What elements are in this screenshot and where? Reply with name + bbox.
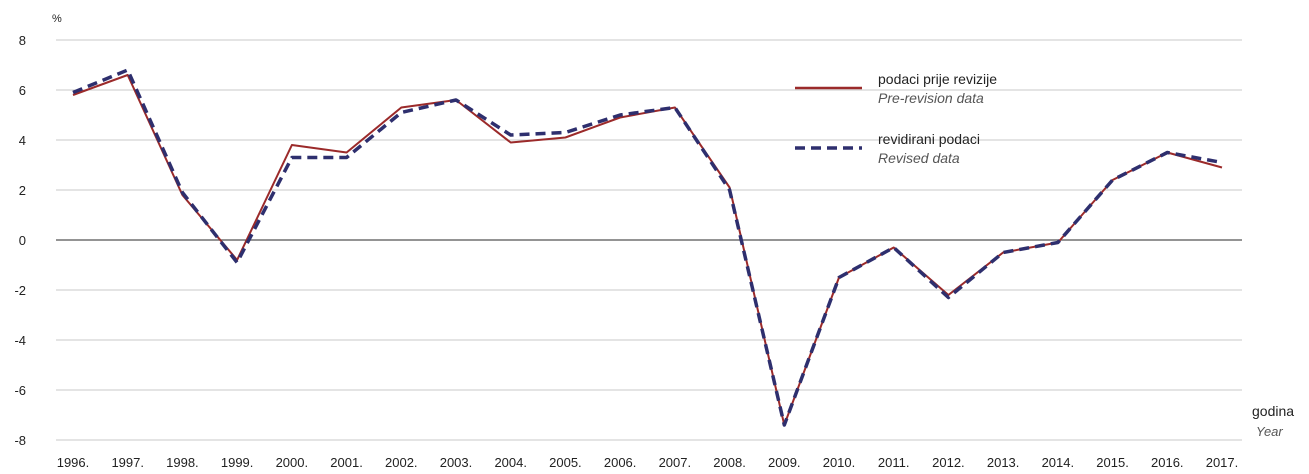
y-tick-label: 6 [19, 83, 26, 98]
y-tick-label: -8 [14, 433, 26, 448]
x-tick-label: 2013. [987, 455, 1020, 470]
x-tick-label: 2000. [276, 455, 309, 470]
legend-label-revised: revidirani podaci [878, 131, 980, 147]
x-tick-label: 2014. [1042, 455, 1075, 470]
x-tick-label: 1999. [221, 455, 254, 470]
x-tick-label: 2003. [440, 455, 473, 470]
y-tick-label: 2 [19, 183, 26, 198]
x-tick-label: 2012. [932, 455, 965, 470]
y-tick-label: 0 [19, 233, 26, 248]
x-tick-label: 2001. [330, 455, 363, 470]
x-tick-label: 1998. [166, 455, 199, 470]
legend-label-pre-revision: podaci prije revizije [878, 71, 997, 87]
x-tick-label: 2016. [1151, 455, 1184, 470]
legend: podaci prije revizije Pre-revision data … [795, 71, 997, 166]
x-tick-label: 2015. [1096, 455, 1129, 470]
legend-sublabel-revised: Revised data [878, 150, 960, 166]
y-tick-label: -6 [14, 383, 26, 398]
x-tick-label: 2009. [768, 455, 801, 470]
y-tick-label: -4 [14, 333, 26, 348]
series-line-revised [73, 70, 1222, 425]
series-lines [73, 70, 1222, 425]
x-tick-label: 2017. [1206, 455, 1239, 470]
gridlines [56, 40, 1242, 440]
x-tick-label: 2002. [385, 455, 418, 470]
y-tick-label: 4 [19, 133, 26, 148]
y-tick-label: -2 [14, 283, 26, 298]
x-tick-label: 2007. [659, 455, 692, 470]
x-tick-label: 2010. [823, 455, 856, 470]
x-tick-label: 2004. [494, 455, 527, 470]
y-axis-ticks: 8 6 4 2 0 -2 -4 -6 -8 [14, 33, 26, 448]
x-tick-label: 2005. [549, 455, 582, 470]
y-tick-label: 8 [19, 33, 26, 48]
x-tick-label: 1996. [57, 455, 90, 470]
x-tick-label: 1997. [111, 455, 144, 470]
x-tick-label: 2008. [713, 455, 746, 470]
x-axis-label: godina [1252, 403, 1294, 419]
y-axis-unit-label: % [52, 13, 62, 25]
legend-sublabel-pre-revision: Pre-revision data [878, 90, 984, 106]
x-axis-ticks: 1996. 1997. 1998. 1999. 2000. 2001. 2002. 2003.… [57, 455, 1239, 470]
x-tick-label: 2006. [604, 455, 637, 470]
x-axis-title: godina Year [1252, 403, 1294, 439]
x-tick-label: 2011. [878, 455, 910, 470]
x-axis-sublabel: Year [1256, 424, 1283, 439]
